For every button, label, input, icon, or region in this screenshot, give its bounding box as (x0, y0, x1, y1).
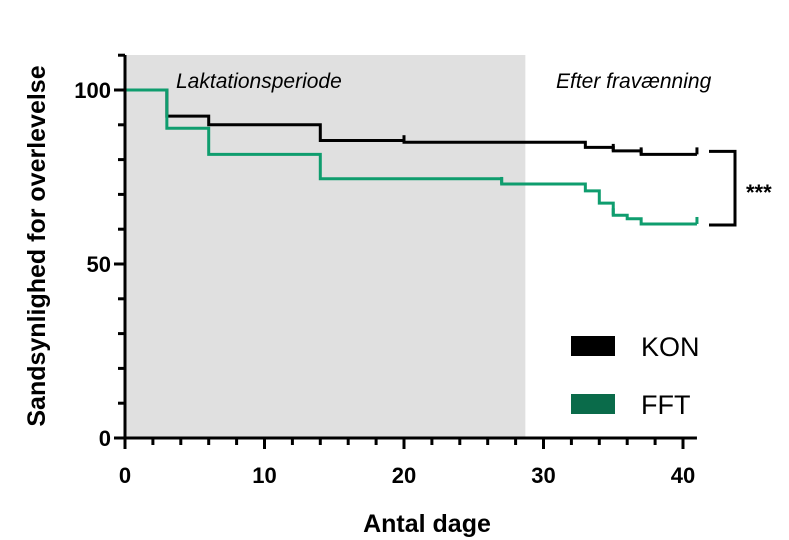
significance-bracket-line (709, 149, 737, 227)
region-label-right: Efter fravænning (556, 70, 712, 93)
x-tick-label: 20 (392, 463, 416, 488)
legend-swatch-kon (571, 336, 615, 356)
legend-label-kon: KON (641, 332, 700, 362)
series-line-fft (125, 88, 697, 226)
y-tick-label: 100 (74, 78, 111, 103)
series-layer (125, 88, 699, 226)
legend-label-fft: FFT (641, 390, 690, 420)
x-tick-label: 10 (252, 463, 276, 488)
x-axis-title: Antal dage (363, 510, 491, 538)
region-label-left: Laktationsperiode (176, 70, 342, 93)
x-tick-label: 0 (119, 463, 131, 488)
y-tick-label: 50 (87, 252, 111, 277)
significance-label: *** (746, 180, 772, 205)
axes-layer: 0 50 100 0 10 20 30 40 (74, 53, 697, 488)
legend: KON FFT (571, 332, 700, 420)
x-tick-label: 30 (531, 463, 555, 488)
x-tick-label: 40 (671, 463, 695, 488)
y-axis-title: Sandsynlighed for overlevelse (23, 65, 51, 426)
y-tick-label: 0 (99, 426, 111, 451)
shaded-region (125, 55, 526, 438)
significance-bracket (709, 149, 737, 227)
legend-swatch-fft (571, 394, 615, 414)
